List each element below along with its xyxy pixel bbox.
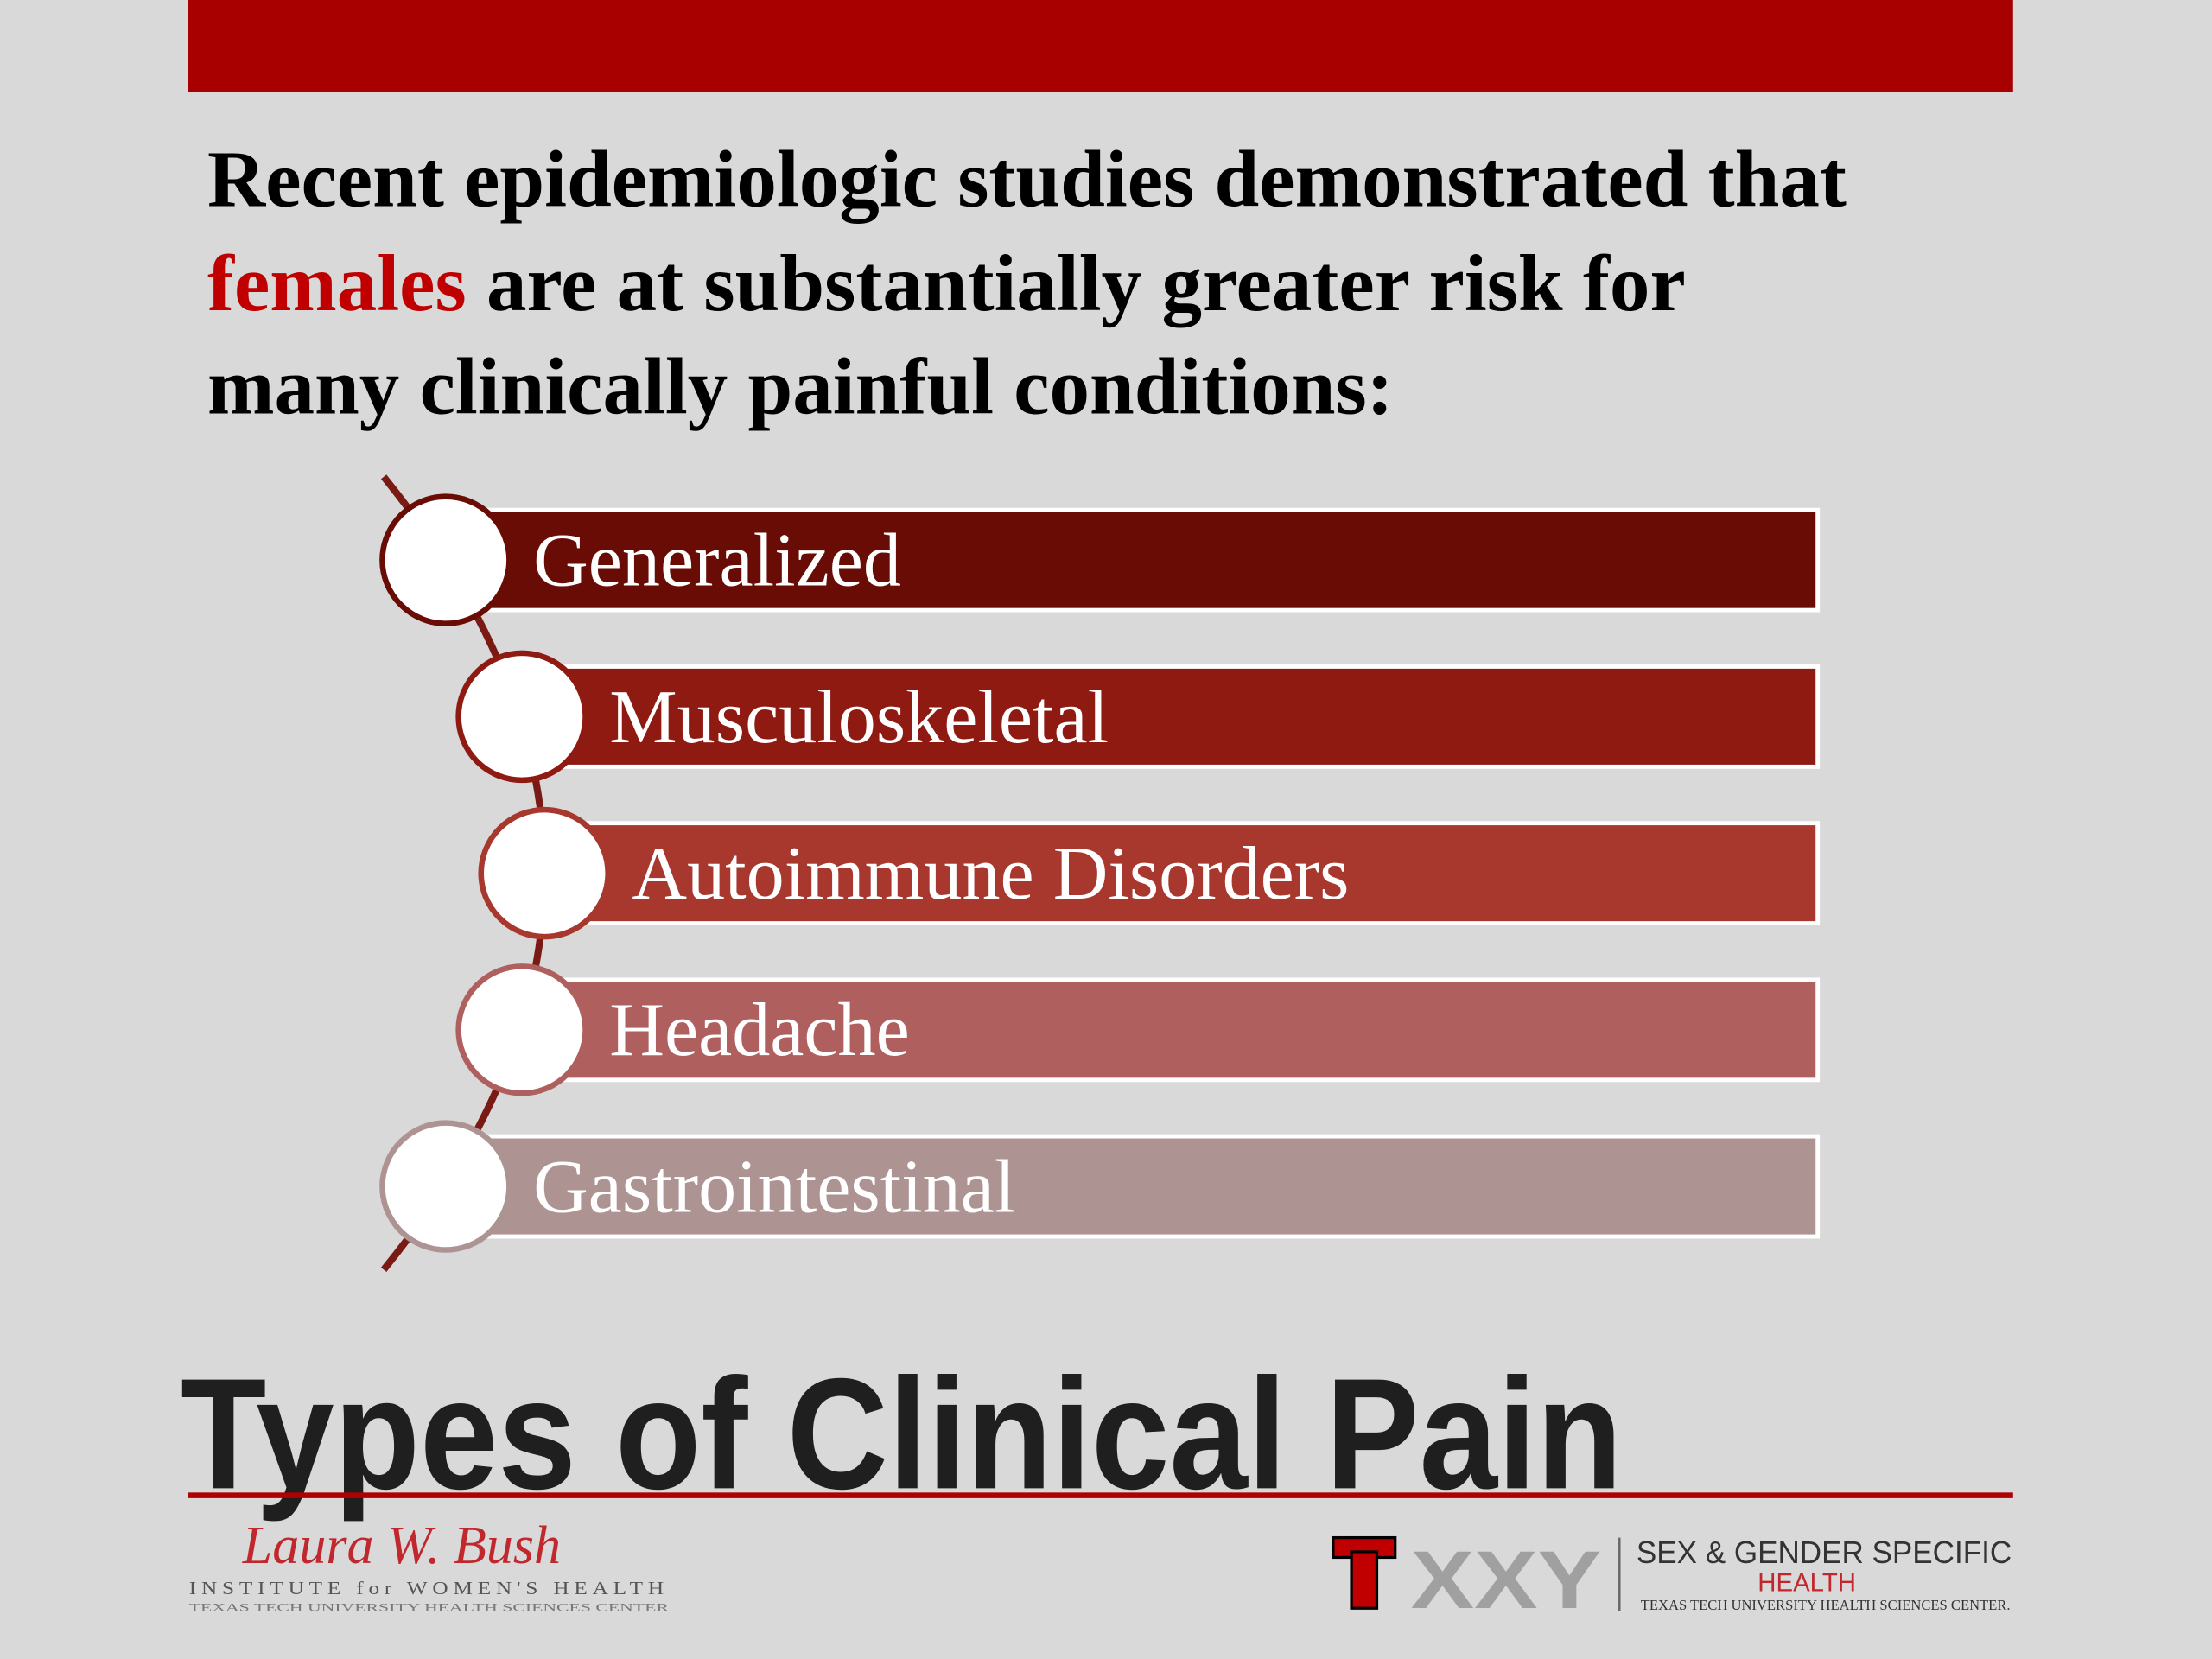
item-label: Gastrointestinal — [533, 1144, 1015, 1229]
intro: Recent epidemiologic studies demonstrate… — [207, 135, 1847, 431]
left-logo: Laura W. Bush INSTITUTE for WOMEN'S HEAL… — [189, 1516, 670, 1614]
item-bar — [522, 668, 1816, 765]
intro-line: females are at substantially greater ris… — [207, 239, 1686, 328]
highlight: females — [207, 239, 467, 328]
item-bar — [544, 825, 1816, 922]
intro-line: Recent epidemiologic studies demonstrate… — [207, 135, 1847, 224]
title-rule — [188, 1492, 2013, 1498]
right-logo: XXY SEX & GENDER SPECIFIC HEALTH TEXAS T… — [1332, 1535, 2012, 1626]
item-circle — [379, 1120, 512, 1253]
university: TEXAS TECH UNIVERSITY HEALTH SCIENCES CE… — [189, 1600, 670, 1613]
right-line1: SEX & GENDER SPECIFIC — [1637, 1535, 2012, 1570]
item-circle — [455, 650, 588, 784]
top-banner — [188, 0, 2013, 92]
xxy-logo: XXY — [1411, 1535, 1601, 1626]
item-circle — [455, 963, 588, 1096]
item-bar — [522, 982, 1816, 1078]
right-line3: TEXAS TECH UNIVERSITY HEALTH SCIENCES CE… — [1641, 1597, 2011, 1613]
institute: INSTITUTE for WOMEN'S HEALTH — [189, 1578, 669, 1599]
item-label: Autoimmune Disorders — [632, 831, 1349, 916]
item-circle — [379, 493, 512, 626]
item-bar — [445, 512, 1816, 608]
item-label: Musculoskeletal — [609, 675, 1109, 760]
right-line2: HEALTH — [1758, 1569, 1856, 1598]
item-bar — [445, 1138, 1816, 1235]
item-list: Generalized Musculoskeletal Autoimmune Dis… — [379, 493, 1821, 1253]
item-label: Generalized — [533, 518, 901, 603]
item-label: Headache — [609, 988, 909, 1072]
item-circle — [478, 806, 611, 940]
intro-text: are at substantially greater risk for — [486, 239, 1686, 328]
slide-title: Types of Clinical Pain — [181, 1344, 1623, 1522]
intro-line: many clinically painful conditions: — [207, 342, 1394, 431]
signature: Laura W. Bush — [242, 1516, 561, 1575]
tt-logo-stem — [1350, 1550, 1379, 1610]
